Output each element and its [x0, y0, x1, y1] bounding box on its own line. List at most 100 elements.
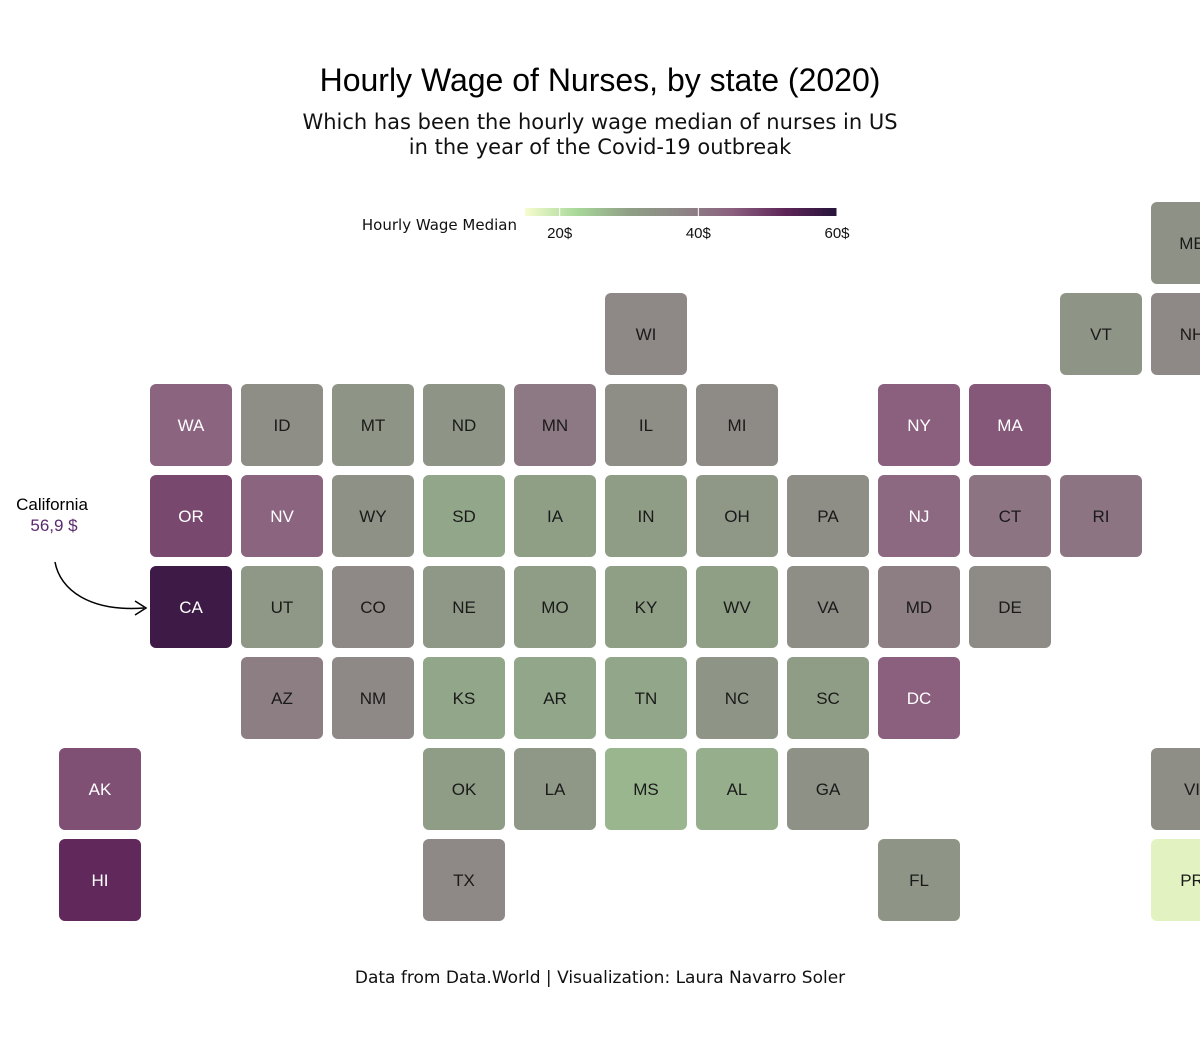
state-tile-label: AR [543, 689, 567, 708]
state-tile-rect [332, 566, 414, 648]
state-tile-ny: NY [878, 384, 960, 466]
state-tile-label: AL [727, 780, 748, 799]
legend: 20$ 40$ 60$ [525, 208, 850, 242]
state-tile-rect [150, 566, 232, 648]
state-tile-rect [696, 384, 778, 466]
state-tile-ia: IA [514, 475, 596, 557]
state-tile-rect [696, 657, 778, 739]
state-tile-label: MD [906, 598, 932, 617]
state-tile-ga: GA [787, 748, 869, 830]
state-tile-label: SC [816, 689, 840, 708]
state-tile-or: OR [150, 475, 232, 557]
state-tile-label: OH [724, 507, 750, 526]
state-tile-label: MT [361, 416, 386, 435]
state-tile-id: ID [241, 384, 323, 466]
state-tile-wv: WV [696, 566, 778, 648]
state-tile-rect [423, 839, 505, 921]
state-tile-label: OK [452, 780, 477, 799]
state-tile-label: PR [1180, 871, 1200, 890]
state-tile-label: MA [997, 416, 1023, 435]
state-tile-rect [150, 475, 232, 557]
state-tile-rect [514, 384, 596, 466]
state-tile-label: HI [92, 871, 109, 890]
state-tile-label: NE [452, 598, 476, 617]
state-tile-az: AZ [241, 657, 323, 739]
state-tile-label: GA [816, 780, 841, 799]
state-tile-rect [241, 657, 323, 739]
state-tile-ks: KS [423, 657, 505, 739]
state-tile-pa: PA [787, 475, 869, 557]
state-tile-rect [1151, 748, 1200, 830]
annotation-value: 56,9 $ [30, 516, 78, 535]
state-tile-label: NH [1180, 325, 1200, 344]
legend-tick-label: 20$ [547, 225, 573, 242]
state-tile-ok: OK [423, 748, 505, 830]
chart-subtitle: Which has been the hourly wage median of… [300, 110, 900, 160]
state-tile-rect [423, 384, 505, 466]
state-tile-label: WI [636, 325, 657, 344]
state-tile-rect [605, 384, 687, 466]
state-tile-me: ME [1151, 202, 1200, 284]
state-tile-rect [878, 657, 960, 739]
state-tile-sd: SD [423, 475, 505, 557]
state-tile-label: MO [541, 598, 568, 617]
state-tile-label: AZ [271, 689, 293, 708]
state-tile-rect [787, 748, 869, 830]
state-tile-label: CO [360, 598, 386, 617]
state-tile-rect [1151, 293, 1200, 375]
state-tile-rect [605, 293, 687, 375]
state-tile-mi: MI [696, 384, 778, 466]
state-tile-label: IL [639, 416, 653, 435]
subtitle-line-1: Which has been the hourly wage median of… [302, 110, 898, 134]
state-tile-label: TN [635, 689, 658, 708]
state-tile-label: WV [723, 598, 751, 617]
state-tile-rect [969, 384, 1051, 466]
state-tile-sc: SC [787, 657, 869, 739]
subtitle-line-2: in the year of the Covid-19 outbreak [408, 135, 792, 159]
state-tile-rect [150, 384, 232, 466]
state-tile-label: NY [907, 416, 931, 435]
legend-colorbar [525, 208, 837, 216]
state-tile-label: KY [635, 598, 658, 617]
state-tile-tx: TX [423, 839, 505, 921]
state-tile-label: WA [178, 416, 205, 435]
state-tile-rect [332, 475, 414, 557]
state-tile-rect [787, 657, 869, 739]
state-tile-label: ME [1179, 234, 1200, 253]
state-tile-rect [423, 748, 505, 830]
state-tile-rect [696, 748, 778, 830]
state-tile-de: DE [969, 566, 1051, 648]
state-tile-rect [696, 475, 778, 557]
state-tile-rect [59, 748, 141, 830]
state-tile-label: MN [542, 416, 568, 435]
state-tile-label: VT [1090, 325, 1112, 344]
legend-tick-label: 40$ [686, 225, 712, 242]
state-tile-label: UT [271, 598, 294, 617]
state-tile-label: NM [360, 689, 386, 708]
state-tile-rect [787, 475, 869, 557]
state-tile-label: VI [1184, 780, 1200, 799]
state-tile-mt: MT [332, 384, 414, 466]
state-tile-label: RI [1093, 507, 1110, 526]
state-tile-label: MI [728, 416, 747, 435]
state-tile-label: CT [999, 507, 1022, 526]
state-tile-label: FL [909, 871, 929, 890]
state-tile-dc: DC [878, 657, 960, 739]
state-tile-rect [514, 566, 596, 648]
state-tile-rect [605, 566, 687, 648]
state-tile-rect [423, 566, 505, 648]
state-tile-wa: WA [150, 384, 232, 466]
state-tile-fl: FL [878, 839, 960, 921]
state-tile-ct: CT [969, 475, 1051, 557]
state-tile-rect [696, 566, 778, 648]
state-tile-rect [241, 475, 323, 557]
state-tile-rect [969, 475, 1051, 557]
state-tile-label: NV [270, 507, 294, 526]
state-tile-nv: NV [241, 475, 323, 557]
state-tile-la: LA [514, 748, 596, 830]
state-tile-ne: NE [423, 566, 505, 648]
state-tile-vt: VT [1060, 293, 1142, 375]
state-tile-label: OR [178, 507, 204, 526]
state-tile-ri: RI [1060, 475, 1142, 557]
